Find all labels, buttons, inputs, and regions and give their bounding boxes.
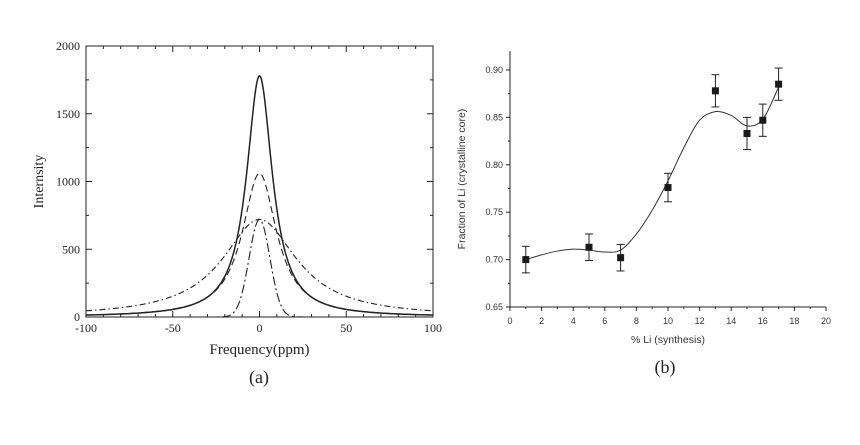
series-line-a-1: [85, 172, 434, 316]
x-tick-label-b: 10: [663, 316, 673, 326]
y-tick-label-b: 0.65: [485, 302, 503, 312]
panel-label-a: (a): [249, 367, 269, 388]
x-axis-label-b: % Li (synthesis): [631, 334, 705, 346]
data-point-b: [775, 80, 783, 88]
y-tick-label-b: 0.80: [485, 160, 503, 170]
chart-b: 0 2 4 6 8 10 12 14 16 18 20 0.65 0.70 0.75 0.80 0.85 0.9…: [456, 51, 831, 378]
x-tick-label-b: 18: [789, 316, 799, 326]
y-tick-label-a: 1000: [56, 175, 80, 189]
x-tick-label-b: 8: [634, 316, 639, 326]
y-tick-label-b: 0.85: [485, 112, 503, 122]
x-tick-label-a: 0: [257, 321, 263, 335]
data-point-b: [664, 184, 672, 192]
x-tick-label-a: 100: [424, 321, 442, 335]
y-axis-label-a: Internsity: [32, 155, 47, 209]
series-line-a-0: [85, 74, 434, 316]
data-point-b: [743, 129, 751, 137]
y-tick-label-b: 0.75: [485, 207, 503, 217]
y-tick-label-a: 1500: [56, 107, 80, 121]
data-point-b: [585, 243, 593, 251]
x-tick-label-a: -50: [165, 321, 181, 335]
x-tick-label-b: 4: [571, 316, 576, 326]
data-point-b: [617, 254, 625, 262]
x-tick-label-b: 0: [507, 316, 512, 326]
x-tick-label-b: 2: [539, 316, 544, 326]
x-tick-label-a: 50: [340, 321, 352, 335]
chart-a: -100 -50 0 50 1000500100015002000Frequency(p…: [32, 39, 442, 388]
x-axis-label-a: Frequency(ppm): [210, 342, 310, 358]
x-tick-label-a: -100: [75, 321, 97, 335]
x-tick-label-b: 6: [602, 316, 607, 326]
series-line-a-2: [86, 218, 433, 318]
data-point-b: [522, 256, 530, 264]
y-tick-label-a: 500: [62, 242, 80, 256]
x-tick-label-b: 16: [758, 316, 768, 326]
x-tick-label-b: 20: [821, 316, 831, 326]
data-point-b: [711, 87, 719, 95]
y-axis-label-b: Fraction of Li (crystalline core): [456, 109, 468, 250]
y-tick-label-a: 2000: [56, 39, 80, 53]
y-tick-label-b: 0.90: [485, 65, 503, 75]
series-line-a-3: [85, 218, 434, 312]
x-tick-label-b: 14: [726, 316, 736, 326]
y-tick-label-b: 0.70: [485, 255, 503, 265]
fit-curve-b: [525, 86, 780, 261]
plot-frame-a: [85, 45, 434, 318]
panel-label-b: (b): [655, 357, 676, 378]
x-tick-label-b: 12: [695, 316, 705, 326]
data-point-b: [759, 116, 767, 124]
y-tick-label-a: 0: [74, 310, 80, 324]
